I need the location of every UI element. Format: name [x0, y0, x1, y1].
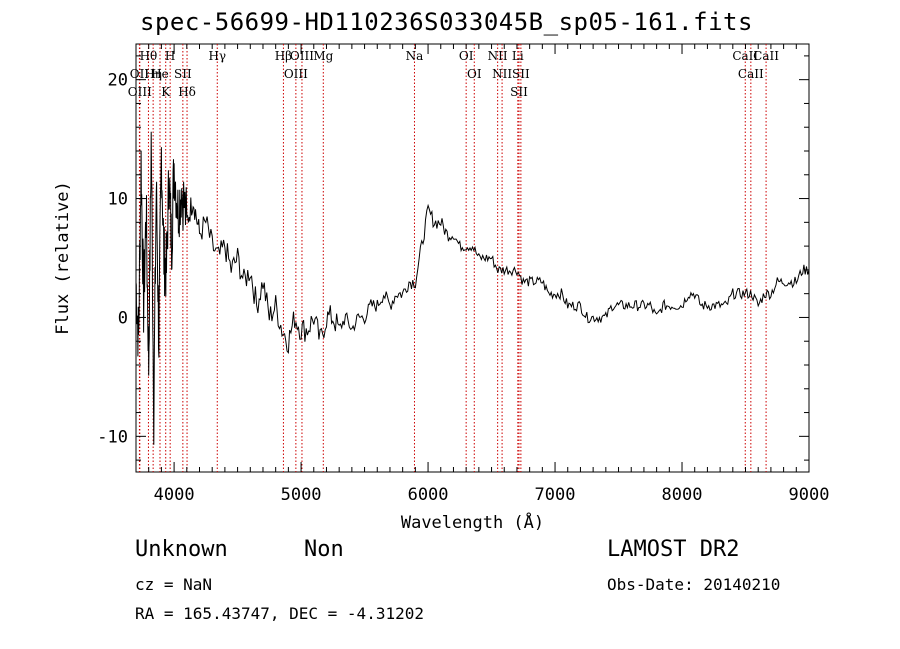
x-tick-label: 5000 — [281, 485, 322, 505]
line-label: NII — [492, 67, 512, 81]
line-label: Hγ — [208, 49, 226, 63]
observation-date: Obs-Date: 20140210 — [607, 575, 781, 594]
y-tick-label: 0 — [118, 308, 128, 328]
line-label: SII — [510, 85, 528, 99]
line-label: Hβ — [275, 49, 292, 63]
coordinates-text: RA = 165.43747, DEC = -4.31202 — [135, 604, 424, 623]
line-label: SII — [512, 67, 530, 81]
line-label: CaII — [753, 49, 779, 63]
y-axis-label: Flux (relative) — [53, 181, 73, 335]
x-tick-label: 8000 — [662, 485, 703, 505]
object-class: Unknown — [135, 537, 228, 562]
line-label: Hδ — [178, 85, 196, 99]
x-tick-label: 4000 — [154, 485, 195, 505]
line-label: Mg — [313, 49, 333, 63]
line-label: OIII — [128, 85, 152, 99]
y-tick-label: 10 — [108, 190, 128, 210]
line-label: Hθ — [140, 49, 158, 63]
object-subclass: Non — [304, 537, 344, 562]
line-label: Hη — [144, 67, 162, 81]
line-label: He — [151, 67, 169, 81]
y-tick-label: 20 — [108, 71, 128, 91]
line-label: NII — [488, 49, 508, 63]
survey-name: LAMOST DR2 — [607, 537, 740, 562]
line-label: OI — [467, 67, 482, 81]
line-label: OII — [130, 67, 150, 81]
line-label: SII — [174, 67, 192, 81]
chart-title: spec-56699-HD110236S033045B_sp05-161.fit… — [140, 8, 753, 36]
plot-frame — [135, 43, 810, 473]
line-label: Na — [406, 49, 424, 63]
line-label: OI — [459, 49, 474, 63]
line-label: Li — [512, 49, 524, 63]
spectrum-line — [135, 131, 810, 445]
x-axis-label: Wavelength (Å) — [401, 511, 544, 533]
x-axis-ticks: 4000 5000 6000 7000 8000 9000 — [135, 44, 830, 505]
line-label: K — [161, 85, 171, 99]
line-label: CaII — [732, 49, 758, 63]
line-label: OIII — [284, 67, 308, 81]
x-tick-label: 7000 — [535, 485, 576, 505]
line-label: H — [165, 49, 175, 63]
redshift-text: cz = NaN — [135, 575, 213, 594]
spectral-line-markers — [138, 44, 767, 472]
y-axis-ticks: -10 0 10 20 — [97, 55, 809, 461]
line-label: CaII — [738, 67, 764, 81]
x-tick-label: 6000 — [408, 485, 449, 505]
x-tick-label: 9000 — [789, 485, 830, 505]
line-label: OIII — [290, 49, 314, 63]
y-tick-label: -10 — [97, 427, 128, 447]
